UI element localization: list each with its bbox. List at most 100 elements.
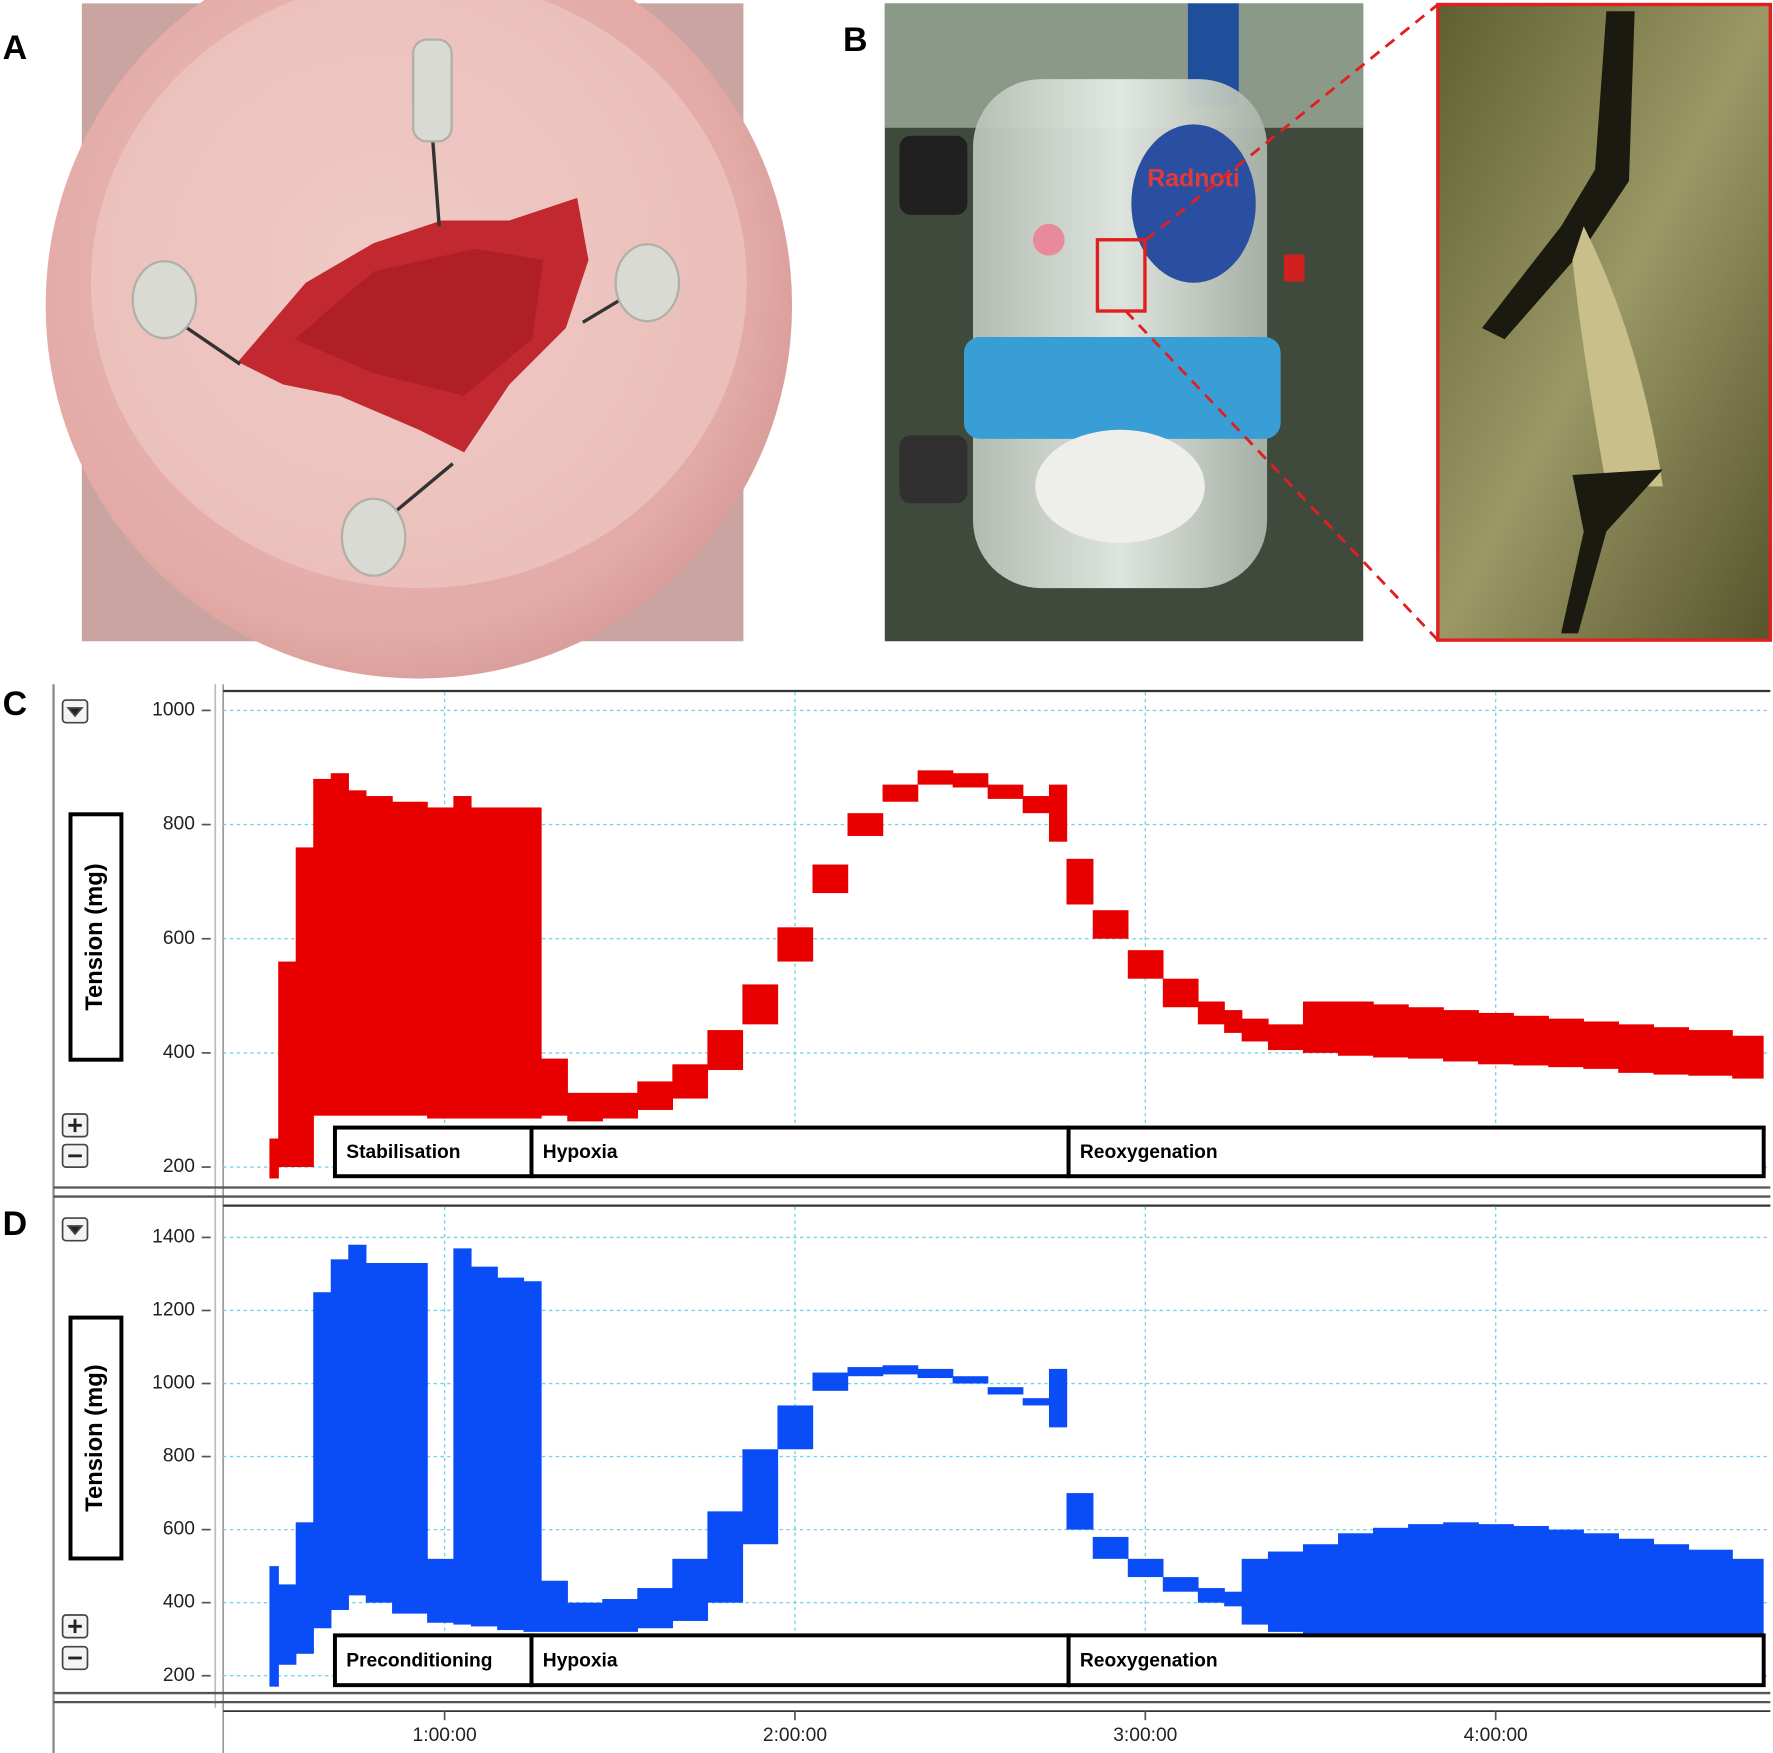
signal-band (1092, 910, 1129, 939)
signal-band (987, 784, 1024, 799)
signal-band (917, 1368, 954, 1379)
photo-a (45, 0, 792, 679)
signal-band (392, 801, 428, 1116)
signal-band (777, 1405, 814, 1450)
y-tick-label: 1200 (152, 1300, 195, 1321)
signal-band (1241, 1558, 1269, 1625)
signal-band (1373, 1004, 1409, 1058)
signal-band (278, 1584, 297, 1665)
signal-band (1302, 1001, 1339, 1053)
signal-band (1583, 1021, 1619, 1069)
signal-band (1267, 1551, 1304, 1632)
x-tick-label: 2:00:00 (763, 1725, 827, 1746)
signal-band (742, 984, 779, 1025)
signal-band (847, 1367, 884, 1377)
signal-band (1048, 784, 1068, 842)
signal-band (348, 1244, 367, 1596)
signal-band (1688, 1030, 1733, 1076)
signal (269, 770, 1764, 1179)
panel-label: B (843, 21, 867, 59)
signal-band (1478, 1524, 1514, 1647)
signal-band (672, 1064, 709, 1099)
y-tick-label: 1000 (152, 699, 195, 720)
phase-box (1066, 1633, 1766, 1688)
signal-band (470, 807, 498, 1119)
signal-band (453, 1248, 472, 1625)
signal-band (1338, 1533, 1374, 1640)
phase-box (1066, 1125, 1766, 1179)
signal-band (1162, 1577, 1199, 1592)
signal-band (952, 1376, 989, 1384)
signal-band (1127, 1558, 1164, 1578)
signal-band (523, 1281, 542, 1632)
signal-band (567, 1602, 603, 1632)
x-tick-label: 4:00:00 (1464, 1725, 1528, 1746)
signal-band (313, 1292, 332, 1629)
signal-band (1408, 1007, 1444, 1059)
signal-band (278, 961, 297, 1168)
signal-band (602, 1092, 638, 1119)
x-tick-label: 3:00:00 (1113, 1725, 1177, 1746)
signal-band (1162, 978, 1199, 1008)
signal-band (1066, 858, 1094, 905)
signal-band (637, 1588, 674, 1629)
signal-band (540, 1058, 568, 1116)
y-axis-label: Tension (mg) (81, 863, 108, 1010)
signal-band (1022, 1398, 1050, 1406)
phase-label: Reoxygenation (1080, 1650, 1218, 1671)
y-tick-label: 400 (163, 1042, 195, 1063)
signal-band (1548, 1529, 1584, 1651)
panel-label: A (3, 29, 28, 67)
y-axis-label: Tension (mg) (81, 1364, 108, 1511)
signal-band (1241, 1018, 1269, 1042)
signal-band (1443, 1010, 1479, 1062)
signal (269, 1244, 1764, 1687)
signal-band (777, 927, 814, 962)
chart-frame (52, 684, 1771, 1753)
phase-label: Preconditioning (346, 1650, 492, 1671)
signal-band (1066, 1493, 1094, 1530)
signal-band (1338, 1001, 1374, 1056)
signal-band (1513, 1525, 1549, 1649)
signal-band (672, 1558, 709, 1621)
phase-label: Stabilisation (346, 1142, 460, 1163)
x-tick-label: 1:00:00 (413, 1725, 477, 1746)
y-tick-label: 800 (163, 1446, 195, 1467)
y-tick-label: 1000 (152, 1373, 195, 1394)
panel-label: C (3, 685, 28, 723)
signal-band (602, 1599, 638, 1632)
signal-band (1092, 1536, 1129, 1559)
signal-band (1224, 1010, 1243, 1033)
y-label-box (68, 812, 124, 1062)
y-tick-label: 800 (163, 814, 195, 835)
signal-band (540, 1580, 568, 1632)
signal-band (427, 807, 455, 1119)
signal-band (1478, 1012, 1514, 1065)
signal-band (497, 1277, 525, 1631)
control-buttons[interactable] (61, 699, 89, 1671)
signal-band (1197, 1001, 1225, 1025)
signal-band (1583, 1533, 1619, 1651)
signal-band (882, 784, 919, 802)
signal-band (295, 847, 314, 1168)
signal-band (348, 790, 367, 1116)
signal-band (812, 864, 849, 894)
signal-band (1373, 1527, 1409, 1642)
signal-band (1732, 1035, 1764, 1079)
signal-band (707, 1030, 744, 1071)
y-tick-label: 400 (163, 1592, 195, 1613)
signal-band (392, 1262, 428, 1614)
signal-band (269, 1138, 279, 1179)
phase-label: Hypoxia (543, 1650, 618, 1671)
signal-band (1022, 796, 1050, 814)
signal-band (742, 1449, 779, 1545)
signal-band (707, 1511, 744, 1603)
signal-band (1127, 950, 1164, 979)
signal-band (1302, 1544, 1339, 1636)
signal-band (313, 778, 332, 1116)
signal-band (847, 813, 884, 836)
signal-band (1408, 1524, 1444, 1643)
phase-label: Hypoxia (543, 1142, 618, 1163)
signal-band (637, 1081, 674, 1110)
